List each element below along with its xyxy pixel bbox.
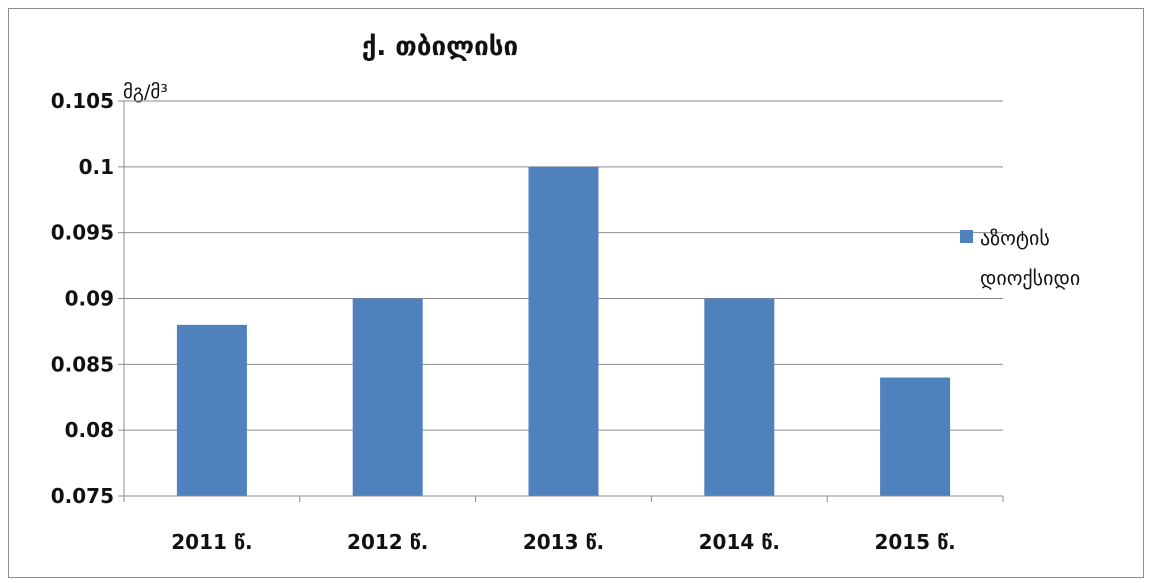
- x-tick-label: 2012 წ.: [347, 530, 428, 554]
- bar: [352, 298, 423, 496]
- bar: [704, 298, 775, 496]
- y-tick-label: 0.075: [51, 484, 114, 508]
- y-tick-label: 0.09: [65, 287, 114, 311]
- bar: [528, 166, 599, 497]
- y-axis-ticks: 0.075 0.08 0.085 0.09 0.095 0.1 0.105: [51, 89, 124, 508]
- legend: აზოტის დიოქსიდი: [960, 226, 1080, 290]
- x-tick-label: 2015 წ.: [874, 530, 955, 554]
- legend-label-line-2: დიოქსიდი: [980, 266, 1080, 290]
- y-tick-label: 0.105: [51, 89, 114, 113]
- x-tick-label: 2014 წ.: [699, 530, 780, 554]
- bar: [880, 377, 951, 496]
- y-tick-label: 0.08: [65, 418, 114, 442]
- x-tick-label: 2011 წ.: [171, 530, 252, 554]
- chart-title: ქ. თბილისი: [362, 32, 518, 62]
- legend-label-line-1: აზოტის: [980, 226, 1050, 250]
- y-axis-unit-label: მგ/მ³: [123, 81, 168, 103]
- x-tick-label: 2013 წ.: [523, 530, 604, 554]
- legend-swatch: [960, 230, 973, 243]
- bar: [176, 324, 247, 496]
- y-tick-label: 0.095: [51, 221, 114, 245]
- y-tick-label: 0.085: [51, 352, 114, 376]
- bars: [176, 166, 951, 497]
- y-tick-label: 0.1: [79, 155, 114, 179]
- x-axis-ticks: 2011 წ. 2012 წ. 2013 წ. 2014 წ. 2015 წ.: [123, 496, 1004, 554]
